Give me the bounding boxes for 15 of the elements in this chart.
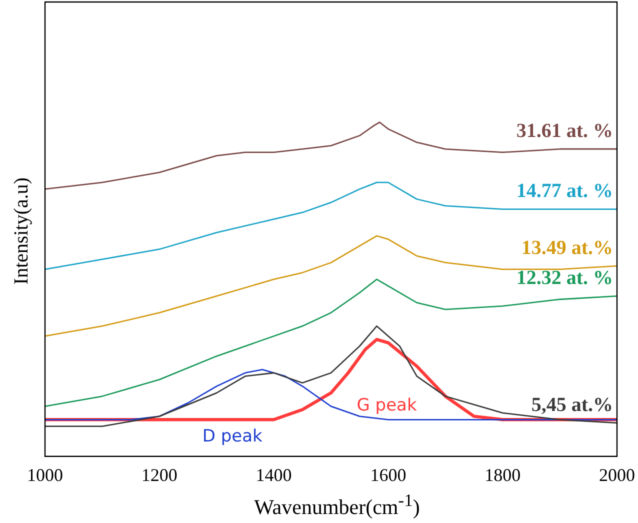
series-label: 5,45 at.% xyxy=(531,394,613,416)
x-tick-label: 1400 xyxy=(256,464,292,485)
series-label: 13.49 at.% xyxy=(521,236,613,259)
x-tick-label: 1600 xyxy=(370,464,406,485)
x-axis-title: Wavenumber(cm$^{-1}$) xyxy=(253,490,421,520)
series-label: 14.77 at. % xyxy=(516,180,613,202)
y-axis-title: Intensity(a.u) xyxy=(10,177,34,285)
x-tick-label: 1200 xyxy=(141,464,178,485)
series-label: G peak xyxy=(356,396,417,416)
series-label: D peak xyxy=(202,426,263,447)
x-tick-label: 1000 xyxy=(27,464,63,485)
x-tick-label: 2000 xyxy=(599,464,635,485)
x-tick-label: 1800 xyxy=(484,464,521,485)
series-label: 12.32 at. % xyxy=(516,267,613,290)
series-label: 31.61 at. % xyxy=(516,120,613,142)
